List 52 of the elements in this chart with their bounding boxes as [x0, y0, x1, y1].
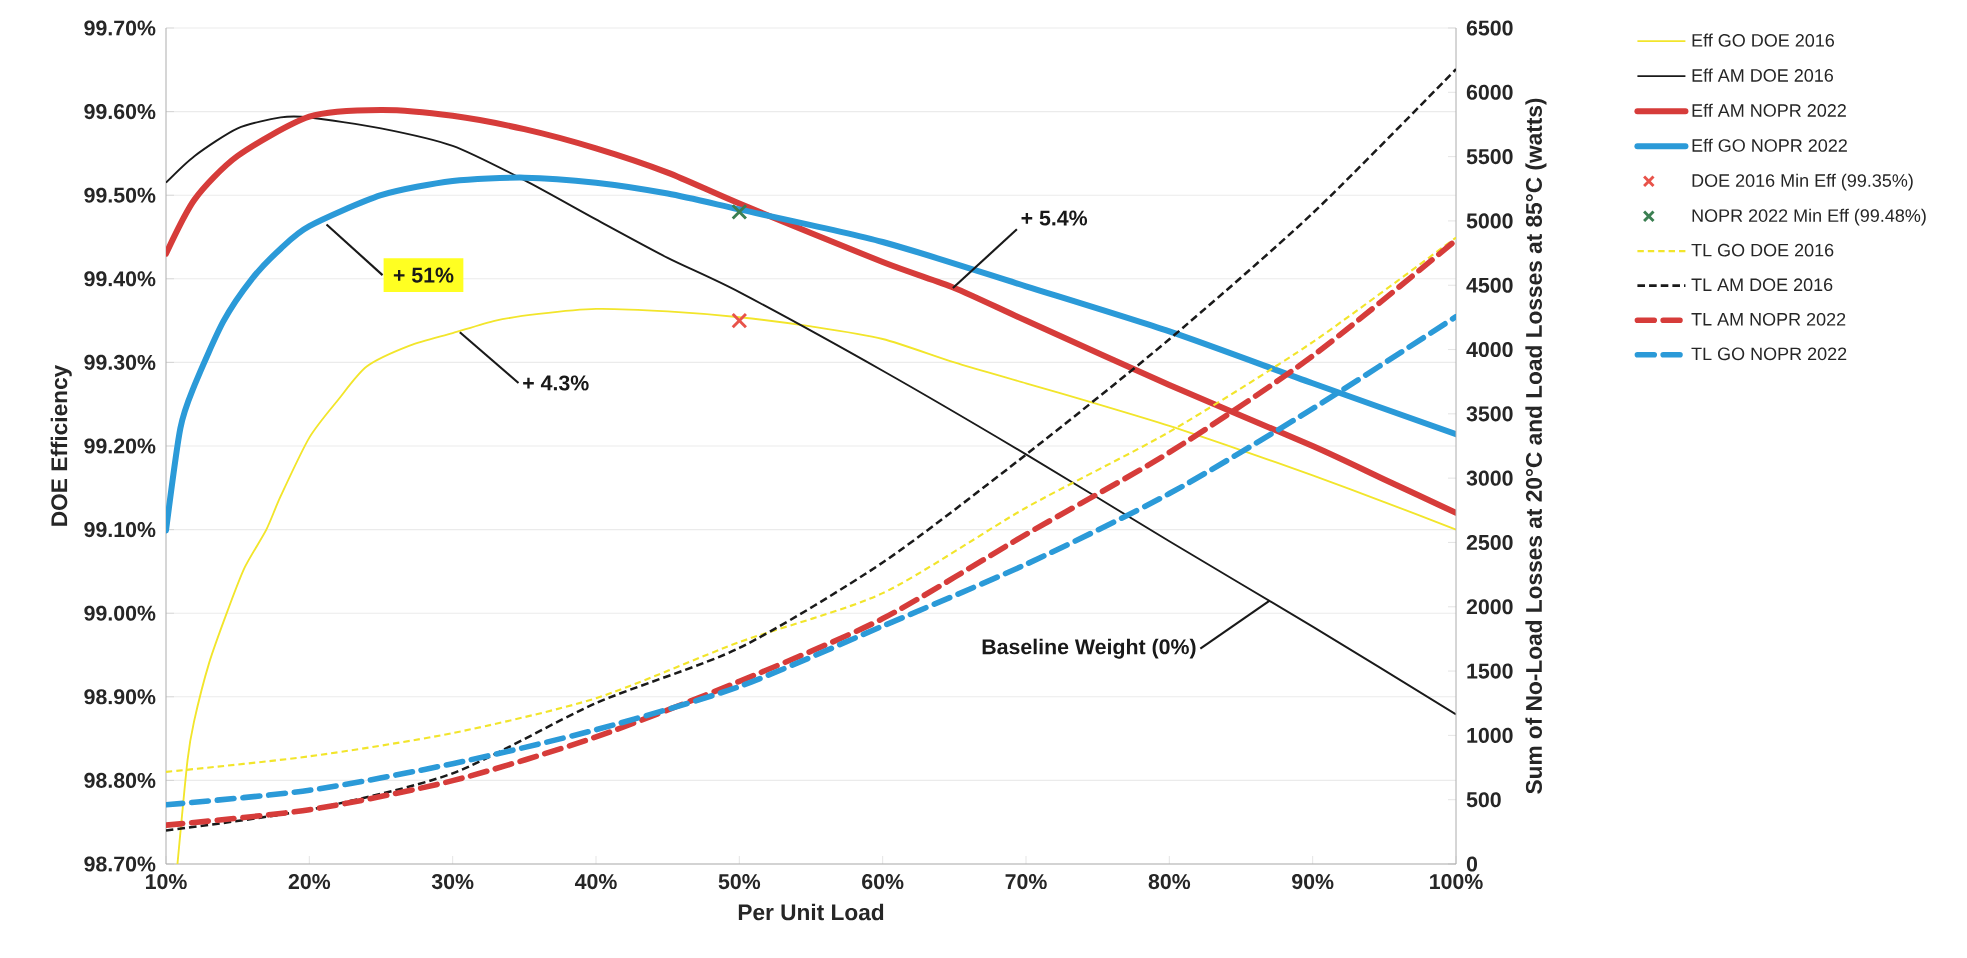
y-tick-label: 99.00%	[84, 605, 156, 621]
y-tick-label: 98.90%	[84, 689, 156, 705]
x-tick-label: 40%	[574, 874, 617, 890]
annotation: Baseline Weight (0%)	[982, 638, 1196, 659]
x-tick-label: 20%	[288, 874, 331, 890]
x-axis-title: Per Unit Load	[738, 903, 884, 921]
y-tick-label: 99.70%	[84, 20, 156, 36]
legend-label: DOE 2016 Min Eff (99.35%)	[1692, 173, 1913, 191]
y2-tick-label: 6500	[1466, 20, 1513, 36]
y2-tick-label: 5500	[1466, 149, 1513, 165]
legend-label: TL AM NOPR 2022	[1691, 312, 1846, 326]
y-tick-label: 99.30%	[84, 354, 156, 370]
x-tick-label: 10%	[145, 874, 187, 890]
x-tick-label: 70%	[1005, 874, 1047, 890]
y2-tick-label: 0	[1466, 856, 1478, 872]
legend-label: TL GO DOE 2016	[1691, 243, 1834, 257]
y-tick-label: 99.40%	[84, 271, 156, 287]
legend-label: TL AM DOE 2016	[1691, 278, 1833, 292]
annotation: + 51%	[393, 267, 454, 283]
y-tick-label: 99.20%	[84, 438, 156, 454]
y-tick-label: 99.60%	[84, 104, 156, 120]
y2-tick-label: 4000	[1466, 341, 1513, 358]
annotation: + 4.3%	[523, 375, 589, 391]
y2-tick-label: 1500	[1467, 663, 1513, 679]
x-tick-label: 60%	[862, 874, 904, 890]
legend-label: Eff AM DOE 2016	[1692, 68, 1834, 82]
y-tick-label: 99.10%	[84, 522, 156, 538]
y2-axis-title: Sum of No-Load Losses at 20°C and Load Losses at 85°C (watts)	[1525, 98, 1547, 794]
y2-tick-label: 2500	[1466, 534, 1513, 551]
legend-label: Eff GO DOE 2016	[1692, 33, 1835, 47]
y-axis-title: DOE Efficiency	[50, 364, 72, 526]
x-tick-label: 30%	[431, 874, 474, 890]
y2-tick-label: 500	[1466, 792, 1501, 808]
y2-tick-label: 6000	[1466, 84, 1513, 100]
y-tick-label: 98.80%	[84, 772, 156, 788]
y2-tick-label: 1000	[1467, 727, 1513, 743]
y2-tick-label: 5000	[1466, 213, 1513, 229]
x-tick-label: 50%	[718, 874, 761, 890]
y2-tick-label: 3000	[1466, 470, 1513, 486]
y2-tick-label: 3500	[1466, 406, 1513, 422]
x-tick-label: 100%	[1430, 874, 1483, 890]
x-tick-label: 90%	[1292, 874, 1334, 890]
annotation: + 5.4%	[1021, 210, 1088, 226]
y-tick-label: 99.50%	[84, 187, 156, 203]
y2-tick-label: 2000	[1466, 599, 1513, 615]
x-tick-label: 80%	[1148, 874, 1191, 890]
y-tick-label: 98.70%	[84, 856, 156, 872]
legend-label: TL GO NOPR 2022	[1691, 347, 1847, 361]
legend-label: Eff GO NOPR 2022	[1692, 138, 1847, 152]
y2-tick-label: 4500	[1466, 277, 1513, 293]
legend-label: NOPR 2022 Min Eff (99.48%)	[1692, 208, 1926, 226]
legend-label: Eff AM NOPR 2022	[1692, 103, 1846, 117]
